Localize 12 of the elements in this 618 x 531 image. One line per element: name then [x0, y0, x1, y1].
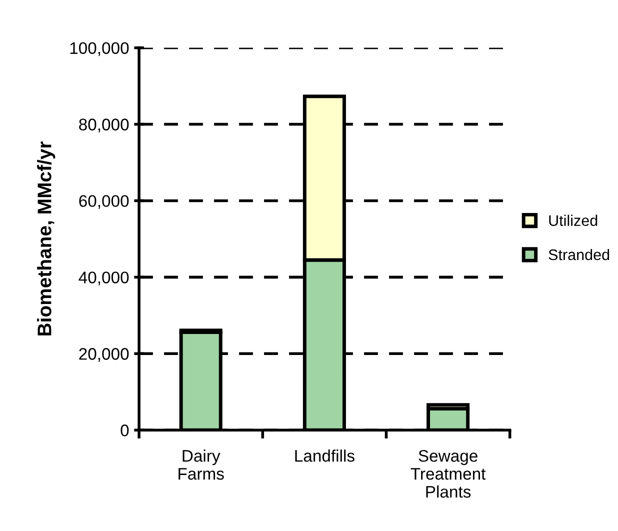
x-tick-label: Sewage Treatment Plants — [410, 450, 486, 498]
y-tick-label: 100,000 — [70, 42, 129, 56]
legend-label: Stranded — [548, 248, 610, 260]
legend-label: Utilized — [549, 214, 598, 226]
x-tick-label: Landfills — [295, 450, 354, 462]
y-axis-title: Biomethane, MMcf/yr — [37, 141, 56, 336]
y-tick-label: 20,000 — [79, 348, 129, 362]
x-tick-label: Dairy Farms — [178, 450, 224, 480]
y-tick-label: 0 — [120, 424, 129, 436]
y-tick-label: 80,000 — [79, 118, 129, 132]
y-tick-label: 60,000 — [79, 195, 129, 209]
y-tick-label: 40,000 — [78, 272, 129, 286]
